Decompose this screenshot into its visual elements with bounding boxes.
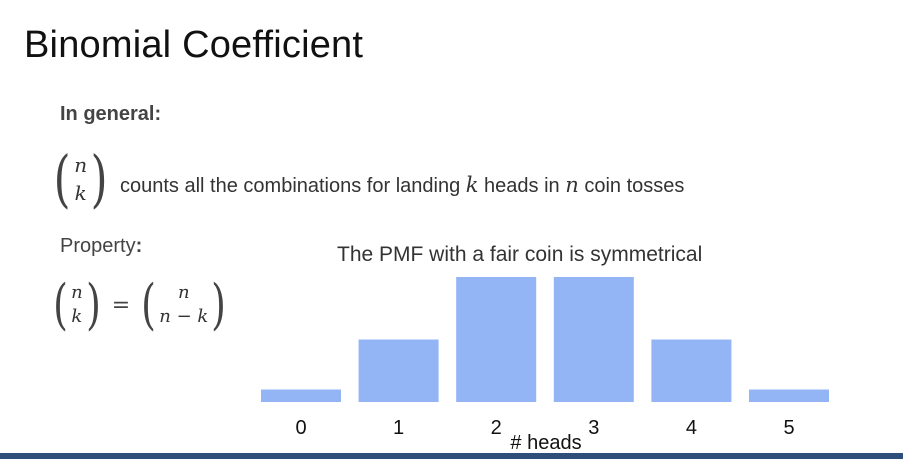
x-tick-label-1: 1 xyxy=(393,417,404,439)
property-colon: : xyxy=(135,235,143,257)
property-heading: Property: xyxy=(60,235,142,258)
binom-top: n xyxy=(74,153,88,177)
lhs-left-paren: ( xyxy=(53,273,68,336)
symmetry-identity: ( n k ) = ( n n − k ) xyxy=(50,278,229,332)
rhs-bottom: n − k xyxy=(159,306,209,327)
counts-description: counts all the combinations for landing … xyxy=(120,173,684,198)
bar-4 xyxy=(651,339,732,402)
x-tick-label-4: 4 xyxy=(686,417,697,439)
in-general-heading: In general: xyxy=(60,103,162,125)
lhs-right-paren: ) xyxy=(85,273,101,336)
rhs-binomial: ( n n − k ) xyxy=(138,278,229,332)
lhs-stack: n k xyxy=(71,281,83,329)
chart-title: The PMF with a fair coin is symmetrical xyxy=(337,243,703,266)
equals-sign: = xyxy=(111,292,131,318)
x-tick-label-3: 3 xyxy=(588,417,599,439)
left-paren: ( xyxy=(53,142,71,215)
bar-1 xyxy=(358,339,439,402)
rhs-right-paren: ) xyxy=(211,273,227,336)
bar-3 xyxy=(553,277,634,402)
var-n: n xyxy=(565,173,579,197)
lhs-binomial: ( n k ) xyxy=(50,278,104,332)
rhs-stack: n n − k xyxy=(159,281,208,329)
bar-5 xyxy=(749,389,829,402)
lhs-top: n xyxy=(71,282,83,303)
rhs-top: n xyxy=(177,282,190,303)
counts-suffix: coin tosses xyxy=(578,175,685,197)
binom-bottom: k xyxy=(74,181,87,205)
bar-0 xyxy=(261,389,341,402)
lhs-bottom: k xyxy=(71,306,83,327)
property-label: Property xyxy=(60,235,136,257)
pmf-bar-chart: 0 1 2 3 4 5 # heads xyxy=(261,277,829,453)
bottom-accent-bar xyxy=(0,453,903,459)
binomial-coefficient-symbol: ( n k ) xyxy=(50,148,111,210)
binom-stack: n k xyxy=(74,151,87,207)
bar-2 xyxy=(456,277,537,402)
x-tick-label-0: 0 xyxy=(295,417,306,439)
x-axis-label: # heads xyxy=(510,432,581,453)
right-paren: ) xyxy=(90,142,108,215)
counts-middle: heads in xyxy=(478,175,566,197)
counts-prefix: counts all the combinations for landing xyxy=(120,175,466,197)
slide-title: Binomial Coefficient xyxy=(24,24,364,66)
x-tick-label-2: 2 xyxy=(491,417,502,439)
rhs-left-paren: ( xyxy=(141,273,157,336)
var-k: k xyxy=(465,173,479,197)
x-tick-label-5: 5 xyxy=(783,417,794,439)
